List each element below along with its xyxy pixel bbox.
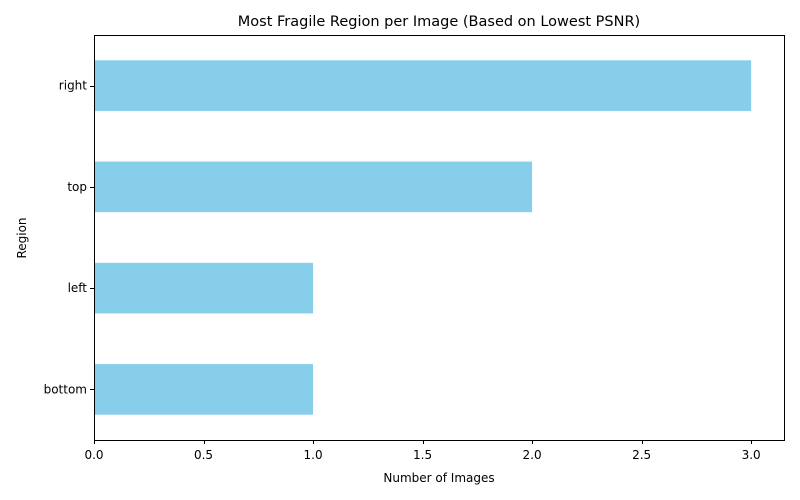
bar-left (94, 262, 314, 314)
bar-top (94, 161, 533, 213)
y-axis-label: Region (15, 217, 29, 258)
bar-right (94, 60, 752, 111)
x-tick-label: 3.0 (742, 448, 761, 462)
x-tick-label: 0.0 (84, 448, 103, 462)
x-axis-label: Number of Images (383, 471, 494, 485)
y-tick-label: right (59, 79, 87, 93)
chart-title: Most Fragile Region per Image (Based on … (238, 14, 640, 30)
y-tick-label: bottom (44, 382, 87, 396)
x-tick-label: 2.5 (632, 448, 651, 462)
y-tick-label: left (68, 281, 88, 295)
bars-group (94, 60, 752, 415)
x-tick-label: 2.0 (523, 448, 542, 462)
y-axis-ticks: bottom left top right (44, 79, 94, 396)
x-tick-label: 0.5 (194, 448, 213, 462)
axes-frame (94, 35, 785, 441)
x-tick-label: 1.5 (413, 448, 432, 462)
x-tick-label: 1.0 (304, 448, 323, 462)
bar-bottom (94, 364, 314, 415)
x-axis-ticks: 0.0 0.5 1.0 1.5 2.0 2.5 3.0 (84, 440, 761, 462)
y-tick-label: top (67, 180, 87, 194)
